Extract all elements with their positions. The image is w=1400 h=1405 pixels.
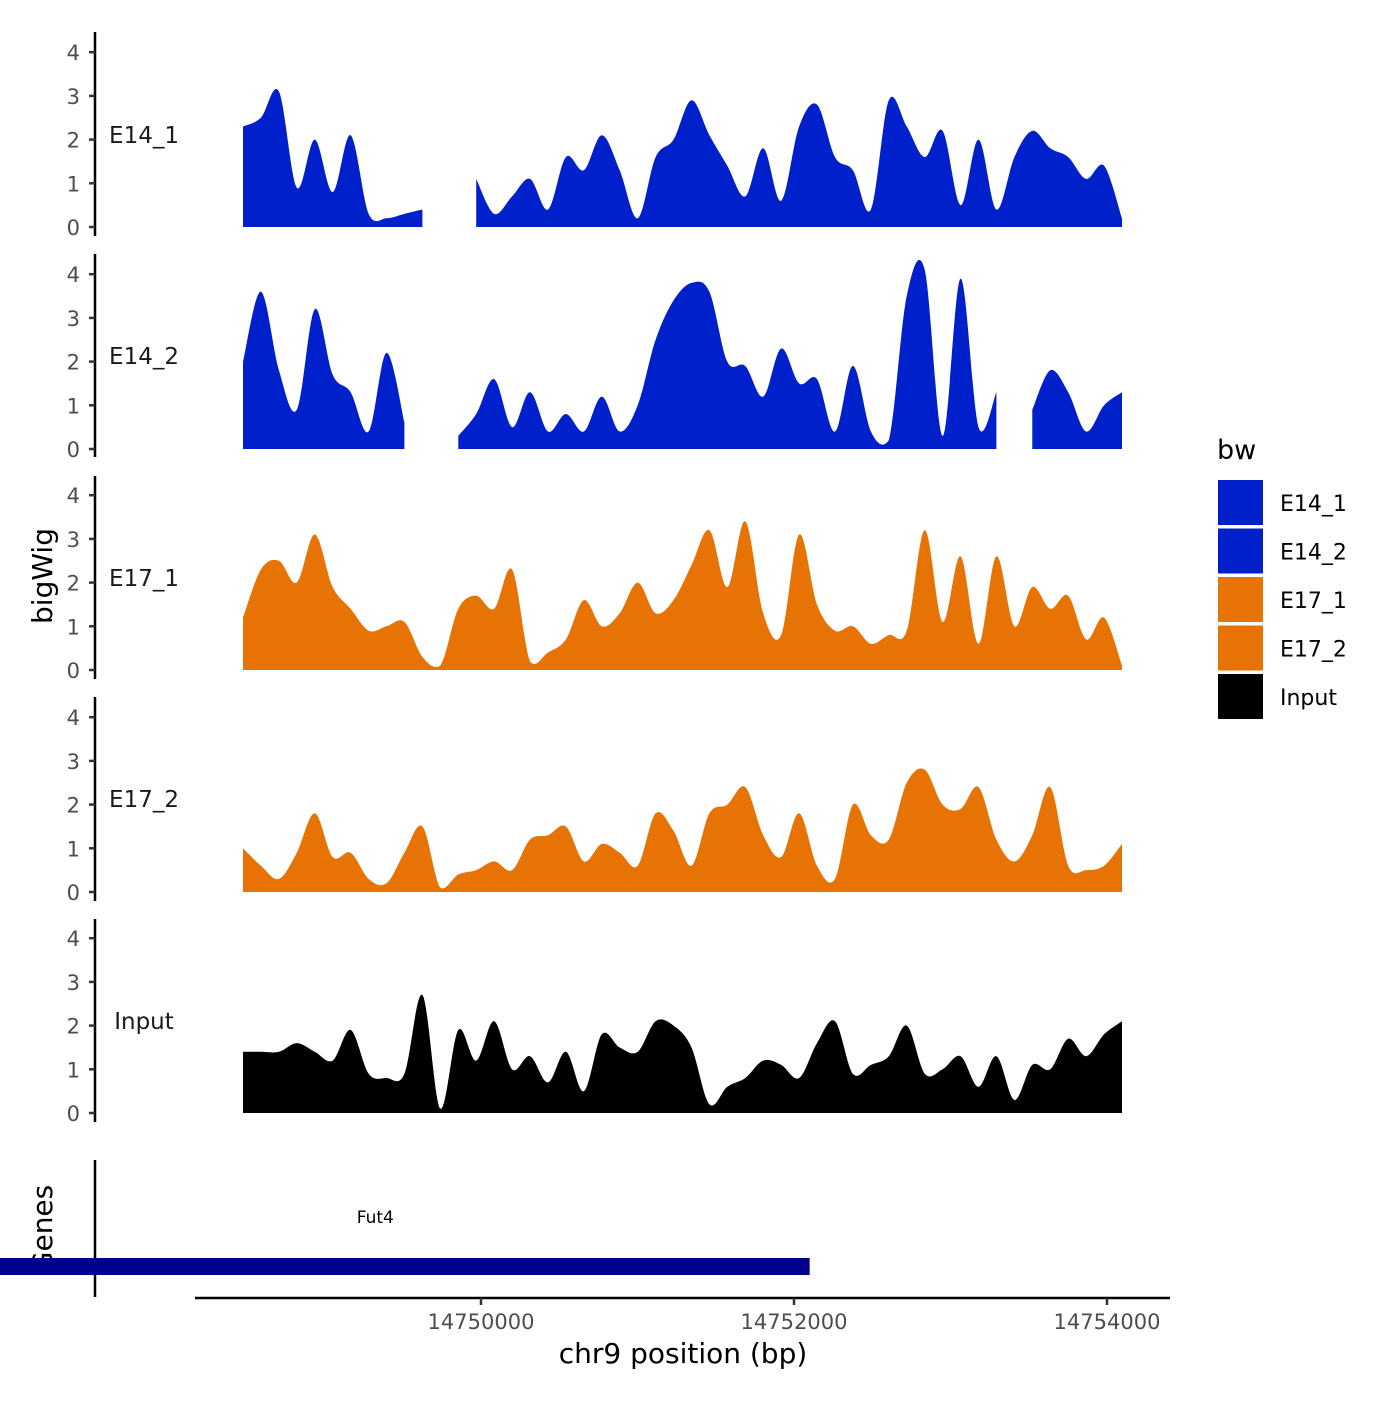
y-tick-label: 4 — [67, 927, 80, 951]
genes-track: Genes Fut4 — [0, 1160, 810, 1297]
legend-swatch — [1218, 528, 1263, 574]
y-tick-label: 3 — [67, 85, 80, 109]
y-tick-label: 4 — [67, 706, 80, 730]
coverage-area-E17_2 — [243, 768, 1122, 892]
panel-label-E17_2: E17_2 — [109, 787, 179, 813]
y-tick-label: 3 — [67, 971, 80, 995]
y-tick-label: 2 — [67, 572, 80, 596]
coverage-area-E17_1 — [243, 521, 1122, 670]
legend-swatch — [1218, 674, 1263, 719]
x-tick-label: 14754000 — [1054, 1310, 1161, 1334]
panel-Input: 0 1 2 3 4 Input — [67, 919, 1122, 1126]
panel-E14_1: 0 1 2 3 4 E14_1 — [67, 32, 1122, 240]
y-tick-label: 0 — [67, 881, 80, 905]
gene-label: Fut4 — [357, 1208, 394, 1228]
x-tick-label: 14750000 — [428, 1310, 535, 1334]
x-axis-title: chr9 position (bp) — [559, 1337, 808, 1370]
y-tick-label: 1 — [67, 615, 80, 639]
legend: bw E14_1 E14_2 E17_1 E17_2 Input — [1217, 435, 1347, 719]
y-tick-label: 1 — [67, 394, 80, 418]
y-tick-label: 1 — [67, 172, 80, 196]
legend-swatch — [1218, 480, 1263, 525]
y-tick-label: 1 — [67, 837, 80, 861]
panel-label-Input: Input — [114, 1009, 174, 1035]
x-axis: 14750000 14752000 14754000 chr9 position (… — [195, 1296, 1170, 1370]
legend-swatch — [1218, 577, 1263, 622]
coverage-area-E14_1 — [243, 88, 1122, 227]
y-tick-label: 3 — [67, 307, 80, 331]
legend-swatch — [1218, 625, 1263, 671]
panel-E14_2: 0 1 2 3 4 E14_2 — [67, 254, 1122, 462]
legend-label: E14_1 — [1280, 492, 1347, 517]
gene-bar — [0, 1258, 810, 1275]
panel-E17_2: 0 1 2 3 4 E17_2 — [67, 697, 1122, 905]
legend-label: E17_2 — [1280, 638, 1347, 663]
panel-label-E14_2: E14_2 — [109, 344, 179, 370]
panel-label-E14_1: E14_1 — [109, 123, 179, 149]
y-tick-label: 2 — [67, 351, 80, 375]
y-tick-label: 0 — [67, 1102, 80, 1126]
legend-label: E17_1 — [1280, 589, 1347, 614]
panel-E17_1: 0 1 2 3 4 E17_1 — [67, 476, 1122, 683]
y-tick-label: 2 — [67, 794, 80, 818]
panel-label-E17_1: E17_1 — [109, 566, 179, 592]
coverage-area-E14_2 — [243, 259, 1122, 449]
legend-label: E14_2 — [1280, 541, 1347, 566]
y-tick-label: 3 — [67, 750, 80, 774]
y-tick-label: 4 — [67, 484, 80, 508]
y-tick-label: 0 — [67, 438, 80, 462]
y-axis-title: bigWig — [26, 528, 59, 624]
y-tick-label: 0 — [67, 659, 80, 683]
legend-label: Input — [1280, 686, 1337, 711]
y-tick-label: 3 — [67, 528, 80, 552]
y-tick-label: 1 — [67, 1058, 80, 1082]
y-tick-label: 2 — [67, 1015, 80, 1039]
y-tick-label: 4 — [67, 41, 80, 65]
x-tick-label: 14752000 — [741, 1310, 848, 1334]
y-tick-label: 2 — [67, 129, 80, 153]
legend-title: bw — [1217, 435, 1256, 466]
coverage-area-Input — [243, 994, 1122, 1113]
y-tick-label: 4 — [67, 263, 80, 287]
y-tick-label: 0 — [67, 216, 80, 240]
